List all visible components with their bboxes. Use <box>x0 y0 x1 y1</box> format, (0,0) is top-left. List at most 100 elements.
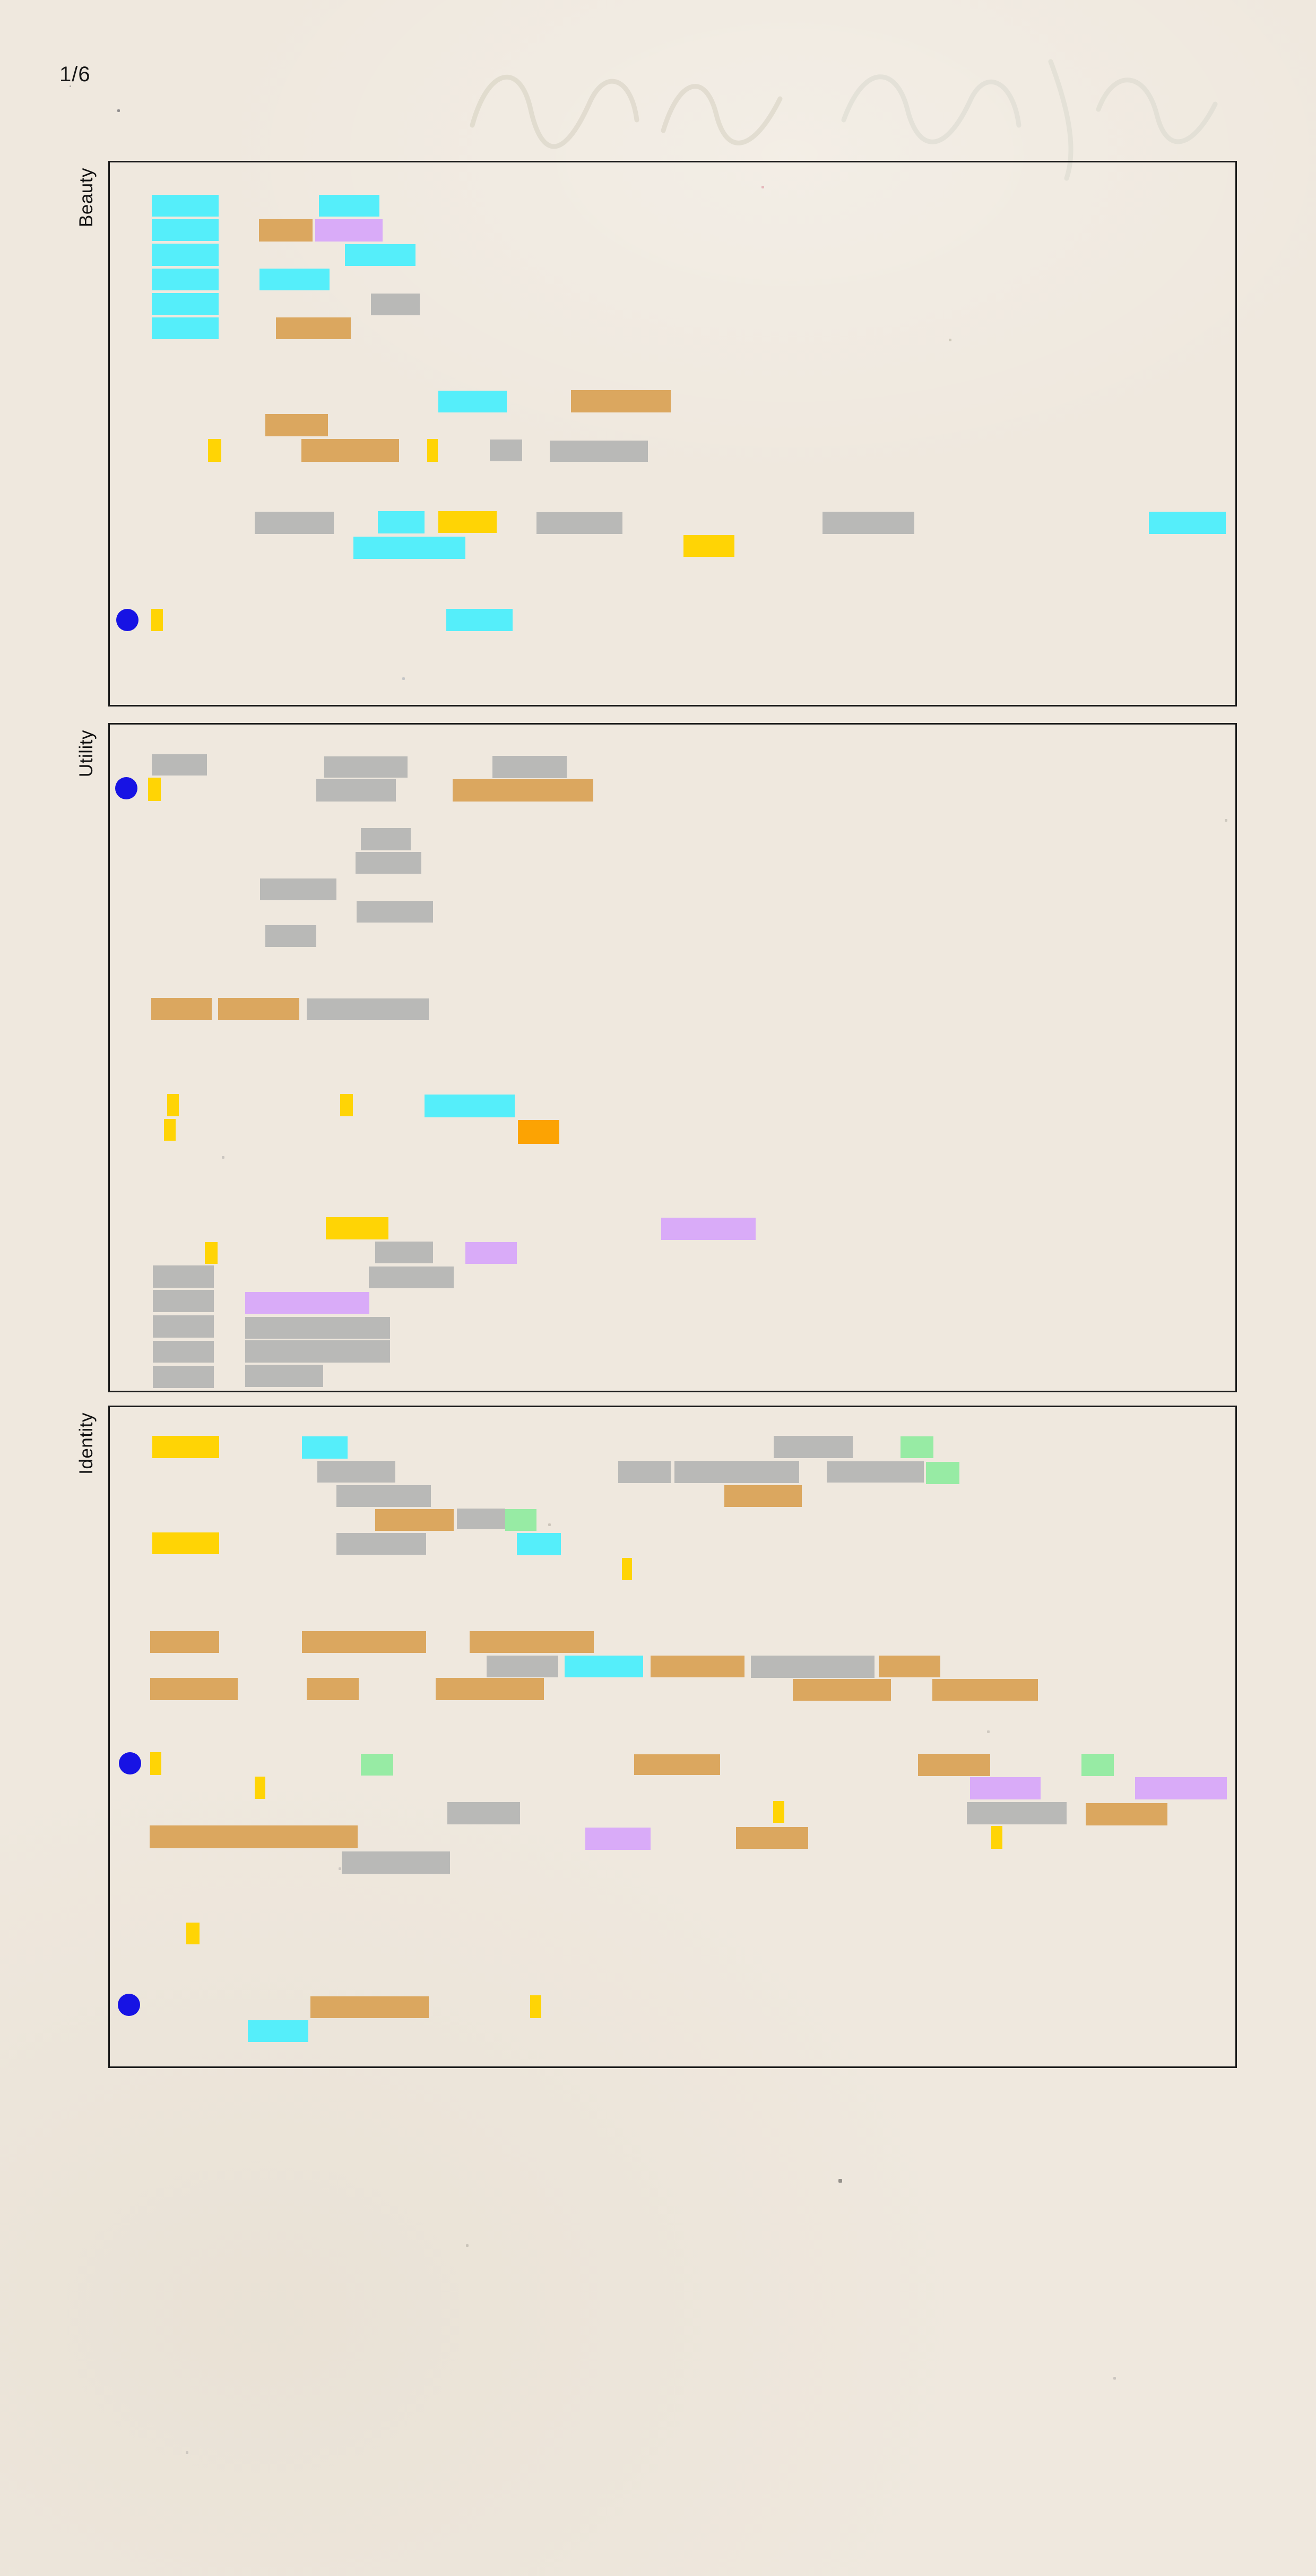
annotation-block-purple <box>465 1242 517 1264</box>
annotation-block-yellow <box>186 1923 200 1944</box>
annotation-block-tan <box>571 390 671 412</box>
annotation-block-gray <box>361 828 411 850</box>
annotation-block-gray <box>316 779 396 802</box>
annotation-block-cyan <box>345 244 415 266</box>
annotation-block-orange <box>518 1120 559 1144</box>
annotation-block-cyan <box>565 1656 643 1677</box>
annotation-block-cyan <box>248 2020 308 2042</box>
panel-label-identity: Identity <box>76 1412 97 1475</box>
annotation-block-gray <box>245 1317 390 1339</box>
annotation-block-yellow <box>150 1752 161 1775</box>
annotation-block-gray <box>153 1265 214 1288</box>
annotation-block-yellow <box>530 1995 541 2018</box>
annotation-block-gray <box>317 1461 395 1483</box>
annotation-block-gray <box>245 1340 390 1363</box>
annotation-block-gray <box>153 1315 214 1338</box>
annotation-block-yellow <box>148 778 161 801</box>
annotation-block-tan <box>932 1679 1038 1701</box>
annotation-block-tan <box>724 1485 802 1507</box>
annotation-block-cyan <box>319 195 379 217</box>
annotation-block-tan <box>259 219 313 242</box>
annotation-block-gray <box>153 1341 214 1363</box>
annotation-block-purple <box>661 1218 756 1240</box>
annotation-block-green <box>1081 1754 1114 1776</box>
marker-dot <box>116 609 138 631</box>
marker-dot <box>115 777 137 799</box>
annotation-block-gray <box>153 1290 214 1312</box>
annotation-block-gray <box>153 1366 214 1388</box>
annotation-block-gray <box>255 512 334 534</box>
annotation-block-yellow <box>683 535 734 557</box>
annotation-block-yellow <box>152 1532 219 1554</box>
annotation-block-tan <box>453 779 593 802</box>
annotation-block-cyan <box>517 1533 561 1555</box>
annotation-block-gray <box>967 1802 1067 1824</box>
annotation-block-gray <box>356 852 421 874</box>
annotation-block-tan <box>302 1631 426 1653</box>
annotation-block-yellow <box>438 511 497 533</box>
annotation-block-gray <box>536 512 622 534</box>
annotation-block-yellow <box>164 1119 176 1141</box>
annotation-block-purple <box>585 1828 651 1850</box>
annotation-block-green <box>926 1462 959 1484</box>
panel-beauty: Beauty <box>76 161 1237 707</box>
annotation-block-green <box>361 1754 393 1776</box>
annotation-block-yellow <box>773 1801 784 1823</box>
annotation-block-gray <box>550 441 648 462</box>
annotation-block-tan <box>150 1631 219 1653</box>
annotation-block-gray <box>674 1461 799 1483</box>
annotation-block-cyan <box>152 195 219 217</box>
panel-label-utility: Utility <box>76 730 97 778</box>
annotation-block-gray <box>265 925 316 947</box>
annotation-block-tan <box>151 998 212 1020</box>
annotation-block-yellow <box>167 1094 179 1116</box>
annotation-block-gray <box>357 901 433 923</box>
annotation-block-tan <box>310 1996 429 2018</box>
annotation-block-gray <box>774 1436 853 1458</box>
annotation-block-cyan <box>152 219 219 241</box>
annotation-block-gray <box>490 440 522 461</box>
annotation-block-tan <box>470 1631 594 1653</box>
annotation-block-cyan <box>378 511 425 533</box>
annotation-block-cyan <box>446 609 513 631</box>
annotation-block-yellow <box>326 1217 388 1239</box>
annotation-block-gray <box>152 754 207 776</box>
annotation-block-tan <box>879 1656 940 1677</box>
panel-utility: Utility <box>76 723 1237 1392</box>
annotation-block-cyan <box>152 293 219 315</box>
annotation-block-cyan <box>302 1436 348 1459</box>
page-number: 1/6 <box>59 63 91 86</box>
annotation-block-gray <box>447 1802 520 1824</box>
annotation-block-tan <box>375 1509 454 1531</box>
annotation-block-purple <box>245 1292 369 1314</box>
annotation-block-purple <box>1135 1777 1227 1799</box>
annotation-block-gray <box>371 294 420 315</box>
marker-dot <box>119 1752 141 1774</box>
annotation-block-tan <box>265 414 328 436</box>
annotation-block-yellow <box>622 1558 632 1580</box>
annotation-block-green <box>901 1436 933 1458</box>
annotation-block-gray <box>457 1509 505 1529</box>
annotation-block-gray <box>324 756 408 778</box>
annotation-block-tan <box>218 998 299 1020</box>
paper-speckles <box>0 0 1 1</box>
annotation-block-tan <box>793 1679 891 1701</box>
annotation-block-gray <box>342 1851 450 1874</box>
annotation-block-cyan <box>259 269 330 290</box>
panel-identity: Identity <box>76 1406 1237 2068</box>
annotation-block-cyan <box>152 269 219 290</box>
annotation-block-purple <box>315 219 383 242</box>
annotation-block-tan <box>651 1656 744 1677</box>
marker-dot <box>118 1994 140 2016</box>
annotation-block-gray <box>618 1461 671 1483</box>
annotation-block-purple <box>970 1777 1041 1799</box>
annotation-block-yellow <box>991 1826 1002 1849</box>
annotation-block-yellow <box>340 1094 353 1116</box>
annotation-block-cyan <box>438 391 507 412</box>
annotation-block-yellow <box>427 439 438 462</box>
panel-label-beauty: Beauty <box>76 168 97 227</box>
annotation-block-yellow <box>205 1242 218 1264</box>
annotation-block-gray <box>822 512 914 534</box>
annotation-block-gray <box>369 1267 454 1288</box>
annotation-block-tan <box>918 1754 990 1776</box>
